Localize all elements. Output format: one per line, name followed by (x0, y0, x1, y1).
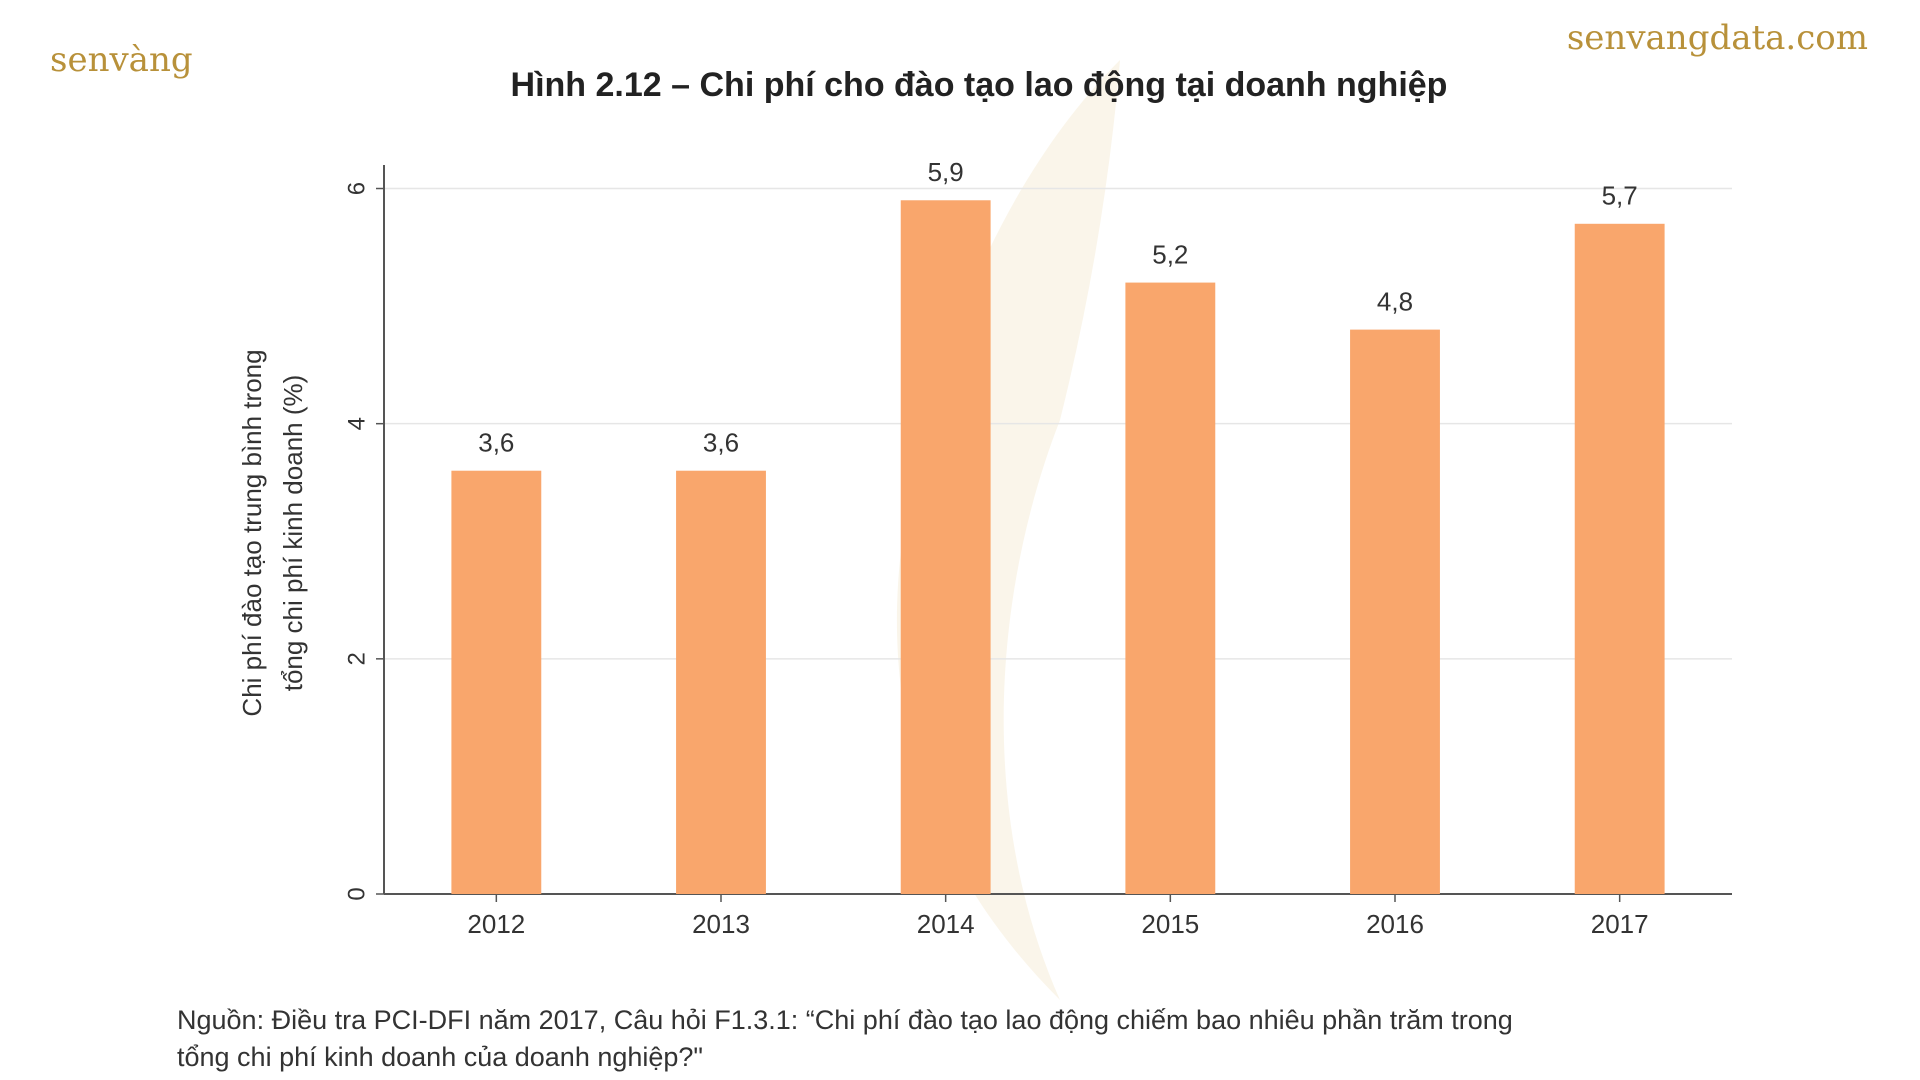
bar (451, 470, 542, 894)
bar (1350, 329, 1440, 894)
x-tick-label: 2016 (1366, 909, 1424, 939)
y-axis-title: tổng chi phí kinh doanh (%) (278, 375, 308, 692)
x-tick-label: 2014 (917, 909, 975, 939)
data-label: 3,6 (478, 428, 514, 458)
data-label: 5,9 (928, 157, 964, 187)
x-tick-label: 2012 (467, 909, 525, 939)
x-tick-label: 2013 (692, 909, 750, 939)
y-tick-label: 6 (343, 182, 370, 195)
source-note: Nguồn: Điều tra PCI-DFI năm 2017, Câu hỏ… (177, 1005, 1513, 1035)
x-tick-label: 2017 (1591, 909, 1649, 939)
data-label: 4,8 (1377, 286, 1413, 316)
bar (1574, 223, 1665, 894)
y-tick-label: 0 (343, 887, 370, 900)
site-name: senvangdata.com (1567, 18, 1868, 58)
source-note: tổng chi phí kinh doanh của doanh nghiệp… (177, 1042, 703, 1072)
y-axis-title: Chi phí đào tạo trung bình trong (237, 349, 267, 716)
data-label: 5,2 (1152, 239, 1188, 269)
bar (1125, 282, 1216, 894)
chart-title: Hình 2.12 – Chi phí cho đào tạo lao động… (511, 66, 1448, 104)
y-tick-label: 2 (343, 652, 370, 665)
data-label: 3,6 (703, 428, 739, 458)
bar (676, 470, 766, 894)
logo: senvàng (50, 40, 193, 80)
y-tick-label: 4 (343, 417, 370, 430)
x-tick-label: 2015 (1141, 909, 1199, 939)
data-label: 5,7 (1602, 181, 1638, 211)
bar (900, 200, 991, 895)
